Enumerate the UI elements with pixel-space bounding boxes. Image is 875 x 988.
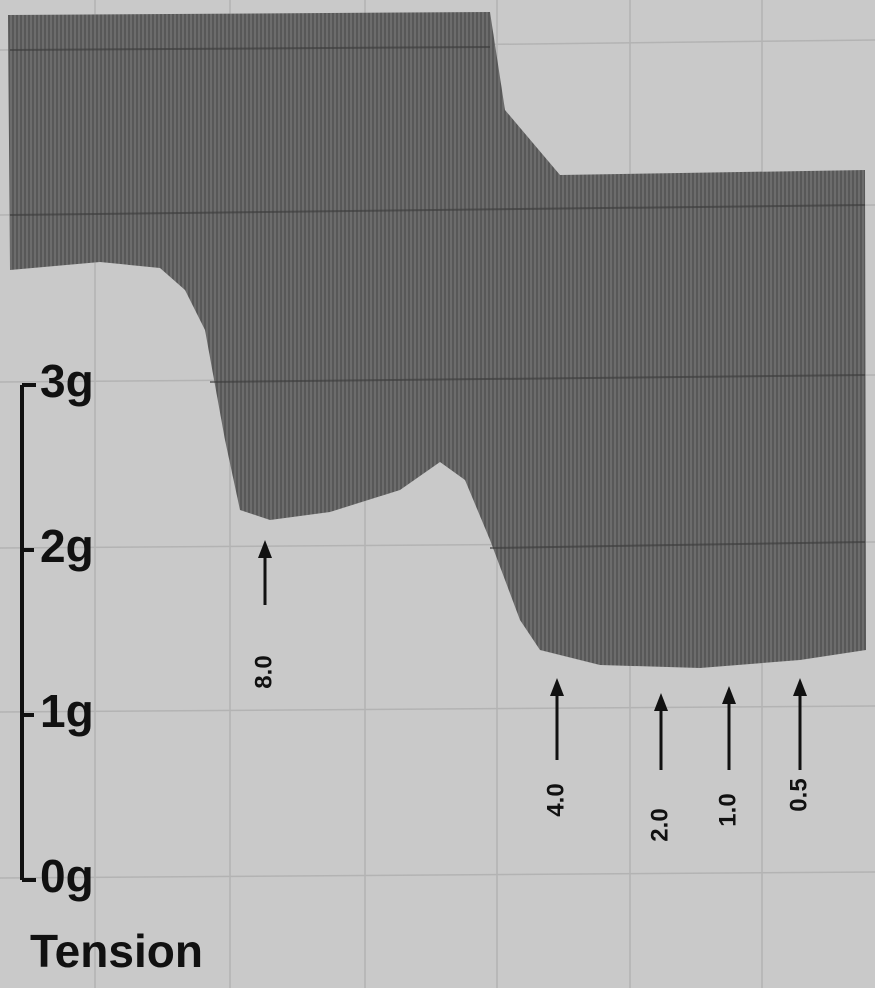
tension-trace: [8, 12, 866, 668]
dose-label: 2.0: [646, 808, 673, 841]
dose-label: 4.0: [542, 783, 569, 816]
arrow-head: [258, 540, 272, 558]
arrow-head: [722, 686, 736, 704]
scale-label: 1g: [40, 685, 94, 737]
scale-label: 0g: [40, 850, 94, 902]
dose-label: 1.0: [714, 793, 741, 826]
scale-title: Tension: [30, 925, 203, 977]
arrow-head: [793, 678, 807, 696]
scale-label: 2g: [40, 520, 94, 572]
dose-label: 0.5: [785, 778, 812, 811]
grid-on-trace: [9, 46, 866, 549]
scale-label: 3g: [40, 355, 94, 407]
arrow-head: [550, 678, 564, 696]
arrow-head: [654, 693, 668, 711]
scale-bar: [20, 383, 36, 882]
dose-label: 8.0: [250, 655, 277, 688]
